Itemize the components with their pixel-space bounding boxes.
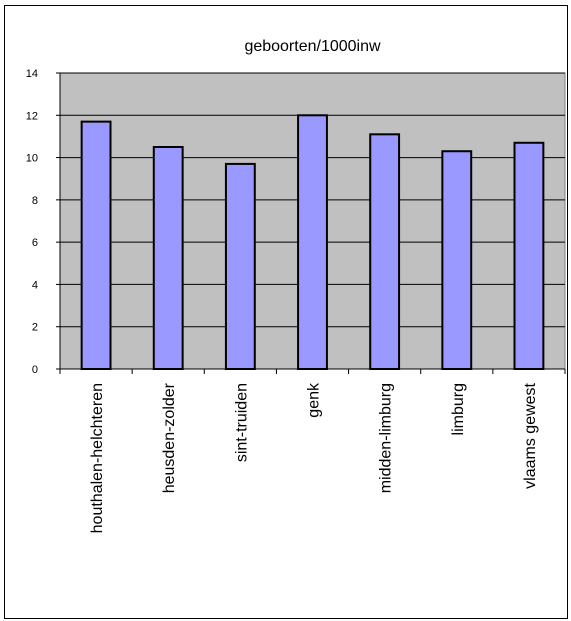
x-tick-label: midden-limburg xyxy=(378,383,395,493)
bar xyxy=(513,141,545,370)
bar xyxy=(369,133,401,370)
y-tick-label: 4 xyxy=(32,279,38,291)
bar xyxy=(80,120,112,370)
x-tick-label: houthalen-helchteren xyxy=(89,383,106,533)
bar xyxy=(297,114,328,370)
chart-title: geboorten/1000inw xyxy=(244,38,381,55)
bar xyxy=(441,150,473,370)
bar xyxy=(224,162,256,370)
y-tick-label: 8 xyxy=(32,195,38,207)
x-tick-label: limburg xyxy=(450,383,467,435)
y-tick-label: 2 xyxy=(32,322,38,334)
x-tick-label: genk xyxy=(306,382,323,418)
x-tick-label: heusden-zolder xyxy=(161,382,178,493)
y-tick-label: 14 xyxy=(26,68,38,80)
y-tick-label: 10 xyxy=(26,153,38,165)
y-tick-label: 12 xyxy=(26,110,38,122)
y-tick-label: 0 xyxy=(32,364,38,376)
x-tick-label: sint-truiden xyxy=(233,383,250,462)
y-tick-label: 6 xyxy=(32,237,38,249)
x-tick-label: vlaams gewest xyxy=(522,382,539,488)
bar xyxy=(152,146,184,370)
plot-area: 0 2 4 6 8 10 12 14 houthalen-helchteren heusden-z… xyxy=(26,68,566,533)
